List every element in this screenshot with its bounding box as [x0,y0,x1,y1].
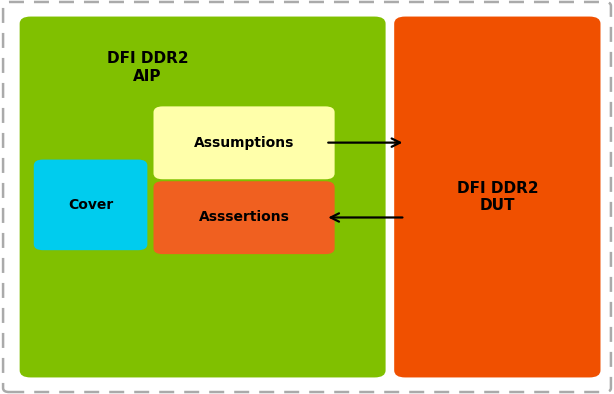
FancyBboxPatch shape [34,160,147,250]
Text: DFI DDR2
DUT: DFI DDR2 DUT [457,181,538,213]
FancyBboxPatch shape [3,2,611,392]
FancyBboxPatch shape [394,17,600,377]
Text: DFI DDR2
AIP: DFI DDR2 AIP [107,51,188,84]
FancyBboxPatch shape [154,181,335,254]
FancyBboxPatch shape [20,17,386,377]
Text: Asssertions: Asssertions [199,210,290,225]
Text: Assumptions: Assumptions [194,136,295,150]
FancyBboxPatch shape [154,106,335,179]
Text: Cover: Cover [68,198,114,212]
